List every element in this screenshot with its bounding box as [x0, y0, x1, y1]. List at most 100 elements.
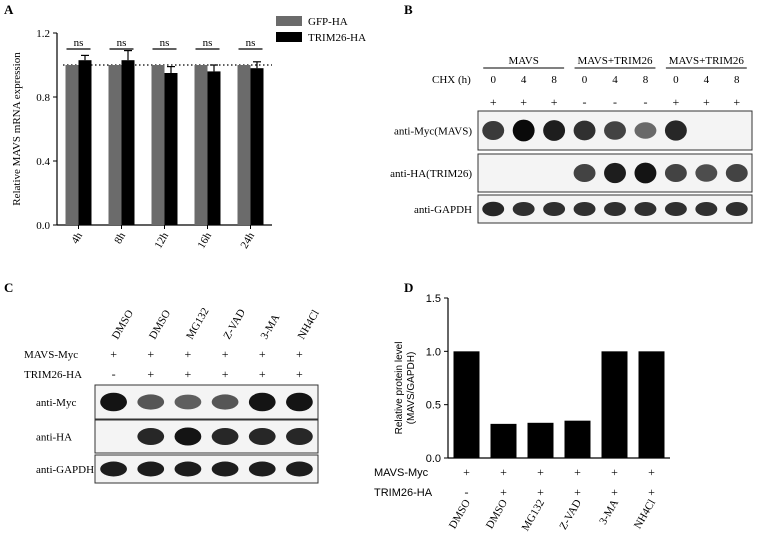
condition-sign: +: [611, 485, 618, 499]
y-tick-label: 0.5: [426, 400, 441, 412]
legend-label: TRIM26-HA: [308, 32, 366, 44]
y-axis-label: Relative MAVS mRNA expression: [11, 52, 23, 206]
bar-gfp: [237, 65, 251, 225]
treatment-sign: +: [703, 95, 710, 109]
y-tick-label: 0.8: [36, 92, 50, 104]
x-tick-label: 3-MA: [597, 497, 621, 526]
significance-label: ns: [160, 37, 170, 49]
blot-b-band: [543, 201, 566, 217]
x-tick-label: DMSO: [447, 497, 473, 531]
treatment-sign: -: [613, 95, 617, 109]
bar-trim26: [250, 68, 264, 225]
blot-b-band: [664, 163, 687, 183]
condition-sign: +: [222, 367, 229, 381]
condition-label: TRIM26-HA: [24, 369, 82, 381]
condition-label: TRIM26-HA: [374, 487, 433, 499]
blot-b-band: [604, 201, 626, 217]
condition-sign: +: [648, 485, 655, 499]
condition-sign: +: [110, 347, 117, 361]
x-tick-label: NH4Cl: [632, 498, 658, 532]
condition-label: MAVS-Myc: [374, 467, 429, 479]
legend-label: GFP-HA: [308, 16, 348, 28]
chx-value: 0: [673, 74, 679, 86]
panel-d-bar-chart: 0.0 0.5 1.0 1.5 Relative protein level (MAVS/…: [374, 293, 670, 533]
group-header: MAVS+TRIM26: [577, 55, 653, 67]
x-tick-label: Z-VAD: [557, 497, 584, 531]
lane-label: Z-VAD: [221, 307, 248, 341]
blot-b-band: [634, 162, 657, 184]
panel-letter-a: A: [4, 2, 14, 17]
blot-b-band: [664, 120, 687, 141]
treatment-sign: -: [643, 95, 647, 109]
chx-value: 8: [643, 74, 649, 86]
condition-sign: +: [611, 465, 618, 479]
blot-c-band: [137, 394, 165, 410]
chx-value: 4: [612, 74, 618, 86]
blot-b-band: [482, 201, 505, 217]
x-tick-label: 4h: [69, 230, 85, 246]
significance-label: ns: [117, 37, 127, 49]
chx-label: CHX (h): [432, 74, 471, 86]
condition-sign: +: [222, 347, 229, 361]
chx-value: 8: [551, 74, 557, 86]
bar-gfp: [151, 65, 165, 225]
condition-sign: +: [648, 465, 655, 479]
condition-sign: +: [500, 485, 507, 499]
condition-sign: +: [463, 465, 470, 479]
bar: [564, 420, 591, 458]
panel-c-western-blot: DMSO DMSO MG132 Z-VAD 3-MA NH4Cl MAVS-Myc + + + + +…: [24, 306, 322, 484]
condition-sign: +: [537, 465, 544, 479]
blot-c-band: [286, 427, 313, 446]
lane-label: MG132: [184, 306, 212, 342]
blot-b-band: [543, 120, 566, 141]
blot-label: anti-HA(TRIM26): [390, 168, 472, 180]
blot-frame: [94, 384, 319, 420]
condition-sign: +: [185, 347, 192, 361]
y-axis-label-line1: Relative protein level: [394, 342, 405, 435]
blot-b-band: [573, 163, 596, 183]
condition-sign: +: [185, 367, 192, 381]
lane-label: NH4Cl: [296, 308, 322, 342]
blot-b-band: [512, 119, 535, 142]
treatment-sign: +: [733, 95, 740, 109]
blot-c-band: [248, 427, 276, 446]
treatment-sign: +: [520, 95, 527, 109]
bar-trim26: [164, 73, 178, 225]
lane-label: DMSO: [147, 308, 173, 342]
blot-label: anti-Myc: [36, 397, 76, 409]
significance-label: ns: [74, 37, 84, 49]
chx-value: 0: [490, 74, 496, 86]
bar: [490, 423, 517, 458]
bar-gfp: [65, 65, 79, 225]
x-tick-label: 8h: [112, 230, 128, 246]
significance-label: ns: [203, 37, 213, 49]
blot-frame: [94, 419, 319, 454]
blot-b-band: [573, 201, 596, 217]
y-tick-label: 0.0: [36, 220, 50, 232]
treatment-sign: +: [551, 95, 558, 109]
blot-c-band: [137, 427, 165, 446]
blot-b-band: [634, 122, 657, 139]
blot-c-band: [211, 461, 239, 477]
bar-gfp: [108, 65, 122, 225]
x-tick-label: MG132: [520, 498, 548, 534]
x-tick-label: 24h: [238, 230, 257, 251]
x-tick-label: DMSO: [484, 497, 510, 531]
blot-c-band: [100, 461, 127, 477]
blot-label: anti-HA: [36, 432, 72, 444]
blot-b-band: [634, 201, 657, 217]
condition-sign: -: [112, 367, 116, 381]
lane-label: 3-MA: [258, 312, 282, 341]
bar: [601, 351, 628, 458]
blot-c-band: [286, 461, 313, 477]
condition-sign: +: [296, 347, 303, 361]
blot-c-band: [211, 427, 239, 446]
bar-gfp: [194, 65, 208, 225]
y-axis-label-line2: (MAVS/GAPDH): [406, 352, 417, 425]
panel-letter-c: C: [4, 280, 13, 295]
treatment-sign: -: [583, 95, 587, 109]
blot-b-band: [512, 201, 535, 217]
y-tick-label: 1.5: [426, 293, 441, 305]
blot-c-band: [248, 392, 276, 412]
